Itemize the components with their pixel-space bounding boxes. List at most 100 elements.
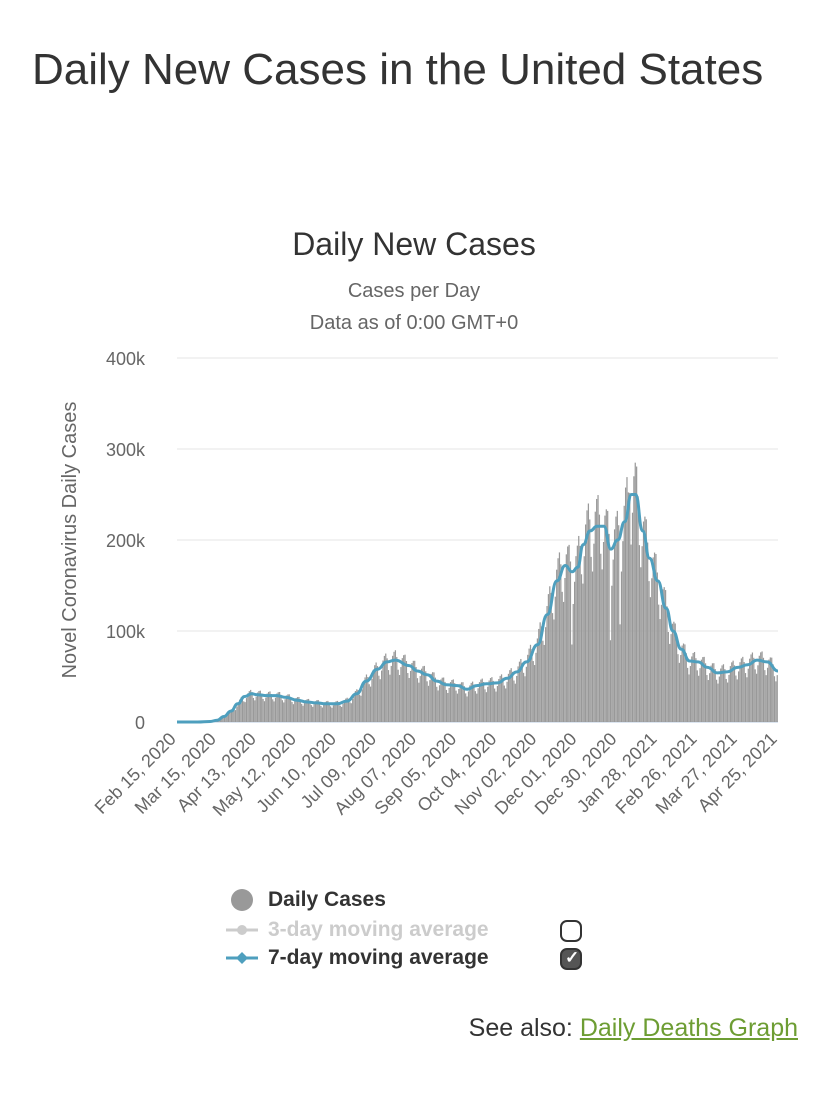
daily-bar [503, 685, 505, 722]
toggle-7-day-average-checkbox[interactable] [560, 948, 582, 970]
daily-bar [394, 650, 397, 722]
daily-bar [347, 698, 350, 722]
daily-bar [335, 701, 337, 722]
daily-bar [747, 668, 749, 722]
daily-bar [744, 673, 747, 722]
legend-item-7-day-average[interactable]: 7-day moving average [220, 944, 620, 972]
daily-bar [369, 686, 372, 722]
daily-bar [735, 675, 737, 722]
daily-bar [433, 672, 435, 722]
y-axis-tick-labels: 0 100k 200k 300k 400k [106, 349, 146, 733]
daily-bar [769, 657, 771, 722]
daily-bar [528, 648, 530, 722]
daily-bar [448, 687, 450, 722]
daily-bar [316, 700, 318, 722]
daily-bar [385, 653, 387, 722]
daily-bar [383, 655, 385, 722]
daily-bar [561, 591, 563, 722]
daily-bar [633, 476, 635, 722]
see-also: See also: Daily Deaths Graph [469, 1014, 798, 1043]
daily-bar [225, 716, 227, 722]
daily-bar [631, 512, 634, 722]
daily-bar [434, 677, 436, 722]
daily-bar [407, 673, 409, 722]
daily-bar [761, 651, 763, 722]
daily-bar [688, 674, 690, 722]
daily-bar [521, 662, 523, 722]
daily-bar [350, 703, 352, 722]
legend-item-daily-cases[interactable]: Daily Cases [220, 886, 620, 914]
daily-bar [689, 666, 692, 722]
y-tick-label: 0 [135, 713, 145, 733]
daily-bar [556, 569, 558, 722]
daily-bar [317, 699, 319, 722]
daily-bar [478, 682, 481, 722]
daily-bar [700, 659, 703, 722]
daily-bar [722, 664, 725, 722]
daily-bar [502, 677, 504, 722]
daily-bar [277, 692, 279, 722]
daily-bar [296, 697, 299, 722]
daily-bar [307, 698, 310, 722]
daily-bar [270, 694, 272, 722]
daily-bar [602, 542, 605, 722]
daily-bar [463, 686, 465, 722]
daily-bar [451, 679, 453, 722]
legend-label-daily-cases: Daily Cases [268, 888, 386, 911]
daily-bar [321, 707, 323, 722]
daily-bar [725, 678, 727, 722]
page-title: Daily New Cases in the United States [32, 45, 764, 94]
toggle-3-day-average-checkbox[interactable] [560, 920, 582, 942]
daily-bar [666, 606, 668, 722]
daily-bar [601, 569, 603, 722]
daily-bar [267, 691, 270, 722]
daily-bar [531, 649, 533, 722]
daily-bar [634, 462, 636, 722]
daily-bar [520, 658, 522, 722]
daily-bar [728, 674, 730, 722]
daily-bar [669, 643, 671, 722]
daily-bar [331, 707, 333, 722]
daily-bar [630, 544, 632, 722]
daily-bar [580, 574, 583, 722]
daily-bar [496, 686, 499, 722]
daily-bar [651, 578, 653, 722]
daily-bar [229, 710, 231, 722]
daily-bar [608, 533, 610, 722]
daily-bar [677, 654, 679, 722]
daily-bar [775, 681, 777, 722]
daily-bar [473, 684, 475, 722]
daily-bar [707, 680, 709, 722]
legend-item-3-day-average[interactable]: 3-day moving average [220, 916, 620, 944]
daily-bar [499, 675, 501, 722]
daily-bar [353, 693, 355, 722]
daily-bar [522, 672, 525, 722]
daily-bar [412, 660, 414, 722]
daily-bar [768, 659, 770, 722]
daily-bar [549, 586, 551, 722]
daily-bar [483, 682, 485, 722]
daily-bar [764, 670, 766, 722]
daily-bar [392, 655, 394, 722]
chart-legend: Daily Cases 3-day moving average 7-day m… [220, 886, 620, 976]
daily-bar [427, 685, 430, 722]
daily-bar [671, 623, 674, 722]
daily-bar [582, 583, 584, 722]
daily-bar [261, 693, 263, 722]
daily-bar [692, 653, 694, 722]
daily-bar [429, 680, 431, 722]
daily-bar [363, 681, 365, 722]
daily-bar [550, 592, 552, 722]
daily-bar [638, 545, 641, 722]
daily-bar [375, 662, 377, 722]
daily-bar [251, 692, 253, 722]
daily-bar [477, 688, 479, 722]
daily-bar [485, 692, 487, 722]
daily-bar [256, 692, 259, 722]
daily-bar [698, 675, 700, 722]
daily-deaths-graph-link[interactable]: Daily Deaths Graph [579, 1014, 798, 1042]
daily-bar [511, 671, 514, 722]
daily-bar [684, 644, 686, 722]
daily-bar [443, 677, 445, 722]
daily-bar [624, 487, 627, 722]
